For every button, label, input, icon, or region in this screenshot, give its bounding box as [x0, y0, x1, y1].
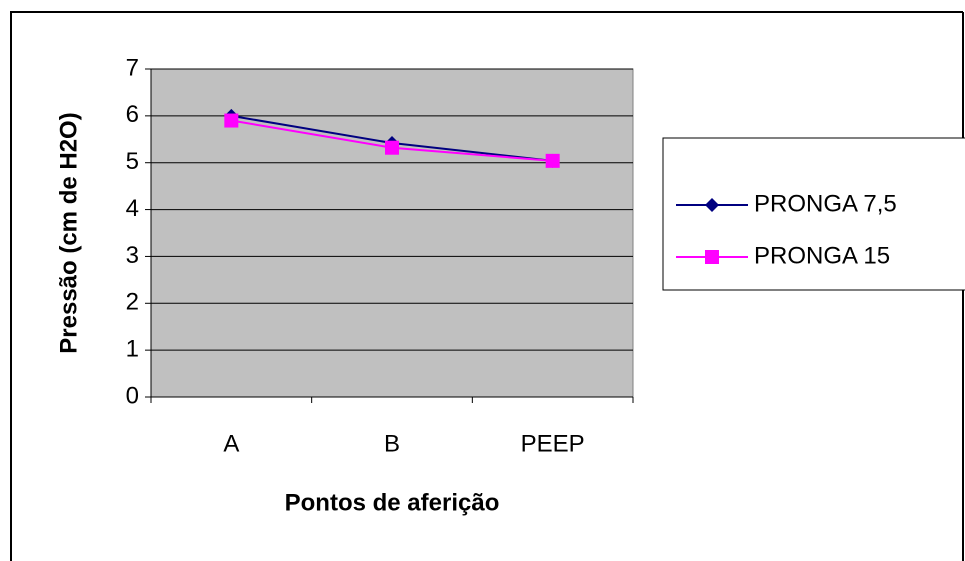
y-tick-label: 0	[126, 382, 139, 409]
x-axis-title: Pontos de aferição	[285, 489, 500, 516]
y-axis-title: Pressão (cm de H2O)	[55, 112, 82, 353]
y-tick-label: 6	[126, 101, 139, 128]
plot-area	[150, 68, 634, 398]
x-tick-label: A	[223, 430, 239, 457]
y-tick-label: 2	[126, 289, 139, 316]
y-tick-label: 5	[126, 148, 139, 175]
legend-label: PRONGA 15	[754, 242, 890, 269]
marker	[224, 113, 239, 128]
marker	[545, 153, 560, 168]
legend-box	[662, 137, 965, 291]
y-tick-label: 1	[126, 335, 139, 362]
x-tick-label: PEEP	[521, 430, 585, 457]
marker	[705, 250, 719, 264]
y-tick-label: 3	[126, 242, 139, 269]
marker	[705, 198, 719, 212]
y-tick-label: 4	[126, 195, 139, 222]
x-tick-label: B	[384, 430, 400, 457]
y-tick-label: 7	[126, 54, 139, 81]
marker	[385, 140, 399, 155]
legend-label: PRONGA 7,5	[754, 190, 897, 217]
